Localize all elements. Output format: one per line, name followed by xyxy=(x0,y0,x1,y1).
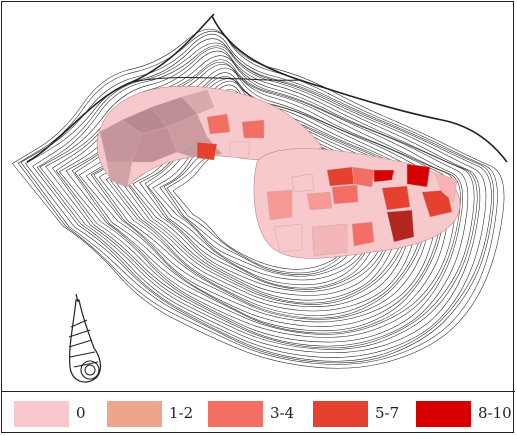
legend-label: 0 xyxy=(76,404,86,422)
legend-label: 3-4 xyxy=(270,404,295,422)
legend-label: 8-10 xyxy=(478,404,512,422)
legend-label: 5-7 xyxy=(375,404,400,422)
density-zone xyxy=(96,85,461,259)
zone-cell xyxy=(241,119,265,139)
contour-line xyxy=(11,28,505,369)
contour-line xyxy=(131,76,303,83)
shell-icon xyxy=(68,293,102,383)
zone-cell xyxy=(331,184,359,205)
contour-line xyxy=(17,30,498,365)
zone-cell xyxy=(229,141,251,159)
map-area xyxy=(2,2,515,390)
contour-line xyxy=(45,50,475,349)
legend-swatch xyxy=(313,401,368,427)
zone-cell xyxy=(306,191,333,211)
zone-cell xyxy=(406,163,431,188)
contour-line xyxy=(39,47,478,350)
contour-line xyxy=(32,42,487,358)
zone-cell xyxy=(266,189,293,221)
zone-cell xyxy=(326,166,355,187)
zone-cell xyxy=(273,223,303,253)
zone-cell xyxy=(351,221,375,247)
zone-cell xyxy=(351,166,375,188)
zone-cell xyxy=(311,223,348,257)
legend-label: 1-2 xyxy=(169,404,194,422)
zone-cell xyxy=(421,189,453,218)
legend-swatch xyxy=(416,401,471,427)
zone-cell xyxy=(181,89,215,115)
legend-swatch xyxy=(107,401,162,427)
zone-cell xyxy=(196,141,218,161)
zone-cell xyxy=(373,169,395,183)
zone-cell xyxy=(381,185,411,211)
legend-swatch xyxy=(14,401,69,427)
contour-line xyxy=(211,15,508,163)
zone-cell xyxy=(291,173,315,193)
zone-cell xyxy=(106,161,133,188)
zone-cell xyxy=(131,126,178,163)
zone-cell xyxy=(386,209,415,243)
contour-line xyxy=(25,38,492,362)
zone-cell xyxy=(206,113,231,135)
zone-cell xyxy=(433,171,458,203)
topographic-map xyxy=(11,13,508,383)
contour-line xyxy=(20,33,495,364)
legend-swatch xyxy=(208,401,263,427)
legend: 0 1-2 3-4 5-7 8-10 xyxy=(2,391,515,434)
contour-line xyxy=(26,13,215,163)
